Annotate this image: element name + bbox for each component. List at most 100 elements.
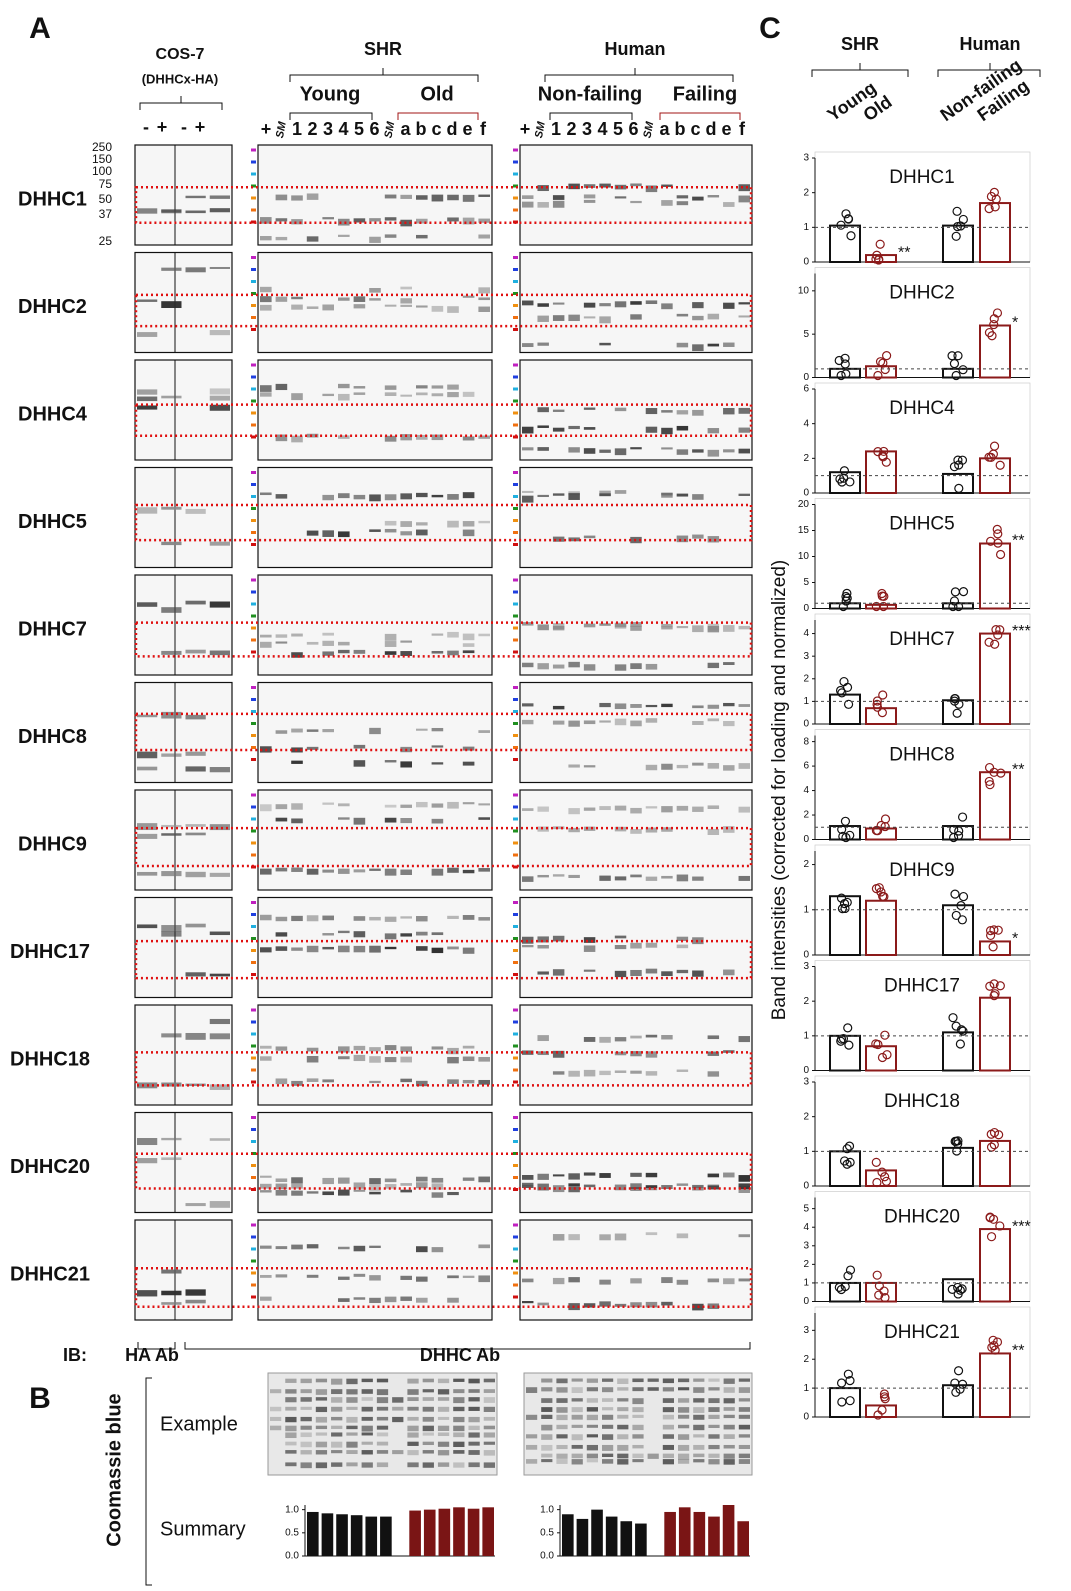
- band: [723, 202, 735, 207]
- band: [260, 1245, 272, 1249]
- band: [568, 720, 580, 727]
- band: [431, 1046, 444, 1050]
- band: [275, 1190, 288, 1196]
- gel-band: [483, 1389, 495, 1393]
- band: [275, 1246, 288, 1250]
- gel-band: [556, 1453, 568, 1459]
- band: [161, 1082, 182, 1087]
- band: [661, 626, 673, 630]
- band: [568, 1070, 580, 1077]
- significance: **: [898, 244, 910, 261]
- highlight-box: [134, 1051, 753, 1087]
- gel-band: [723, 1459, 735, 1465]
- band: [353, 1045, 366, 1051]
- bar: [979, 1352, 1011, 1419]
- point: [871, 825, 882, 836]
- band: [522, 447, 534, 451]
- band: [723, 720, 735, 727]
- band: [275, 1178, 288, 1183]
- band: [338, 393, 350, 401]
- band: [209, 1084, 230, 1090]
- ib-label: DHHC Ab: [420, 1345, 500, 1365]
- band: [369, 236, 381, 243]
- blot: [134, 1219, 233, 1321]
- band: [478, 287, 490, 294]
- band: [707, 1278, 720, 1283]
- header: Young: [300, 83, 361, 105]
- band: [338, 803, 350, 807]
- band: [478, 520, 490, 524]
- lane-label: 3: [582, 119, 592, 139]
- band: [676, 626, 689, 629]
- highlight-box: [134, 1267, 753, 1309]
- band: [552, 1071, 565, 1075]
- header: SHR: [364, 39, 402, 59]
- band: [275, 932, 288, 937]
- gel-band: [738, 1424, 750, 1430]
- gel-band: [270, 1406, 282, 1412]
- point: [958, 365, 968, 375]
- band: [322, 632, 334, 636]
- gel-band: [392, 1397, 404, 1403]
- band: [369, 287, 381, 293]
- gel-band: [483, 1462, 495, 1468]
- gel-band: [315, 1389, 328, 1395]
- bar: [591, 1509, 603, 1556]
- gel-band: [586, 1434, 598, 1438]
- bar: [942, 367, 974, 379]
- band: [661, 827, 673, 832]
- band: [692, 449, 704, 453]
- gel-band: [541, 1387, 553, 1392]
- band: [723, 625, 735, 632]
- blot: [257, 574, 493, 676]
- row-label: Summary: [160, 1518, 246, 1540]
- gel-band: [346, 1389, 358, 1395]
- band: [137, 507, 158, 514]
- band: [645, 806, 658, 809]
- band: [185, 972, 206, 977]
- band: [707, 1035, 720, 1040]
- point: [843, 1023, 853, 1033]
- band: [416, 801, 428, 808]
- band: [583, 1184, 596, 1188]
- point: [949, 359, 960, 369]
- band: [568, 493, 580, 500]
- band: [260, 1274, 272, 1278]
- band: [568, 425, 580, 430]
- gel-band: [738, 1387, 750, 1393]
- gel-band: [678, 1424, 690, 1429]
- gel-band: [376, 1397, 389, 1404]
- gel-band: [586, 1414, 598, 1421]
- band: [400, 304, 412, 307]
- band: [522, 703, 534, 707]
- band: [478, 633, 490, 637]
- gel-band: [331, 1389, 343, 1395]
- band: [692, 409, 704, 416]
- point: [872, 1270, 882, 1280]
- band: [676, 535, 689, 543]
- band: [645, 876, 658, 881]
- gel-band: [361, 1425, 373, 1432]
- point: [957, 1379, 968, 1389]
- point: [992, 1337, 1003, 1347]
- y-tick-label: 0: [803, 1065, 809, 1076]
- bar: [380, 1516, 392, 1556]
- gel-band: [376, 1432, 389, 1437]
- point: [836, 1378, 847, 1388]
- band: [707, 625, 720, 633]
- band: [137, 833, 158, 839]
- gel-band: [483, 1397, 495, 1403]
- point: [995, 981, 1005, 991]
- point: [836, 220, 846, 230]
- gel-band: [315, 1406, 328, 1413]
- ib-label: IB:: [63, 1345, 87, 1365]
- band: [692, 762, 704, 766]
- band: [306, 1078, 319, 1082]
- bracket: [139, 96, 223, 110]
- band: [599, 493, 611, 497]
- band: [353, 1245, 366, 1252]
- gel-band: [632, 1414, 644, 1418]
- gel-band: [662, 1444, 674, 1450]
- header: Human: [959, 34, 1020, 54]
- band: [209, 1201, 230, 1208]
